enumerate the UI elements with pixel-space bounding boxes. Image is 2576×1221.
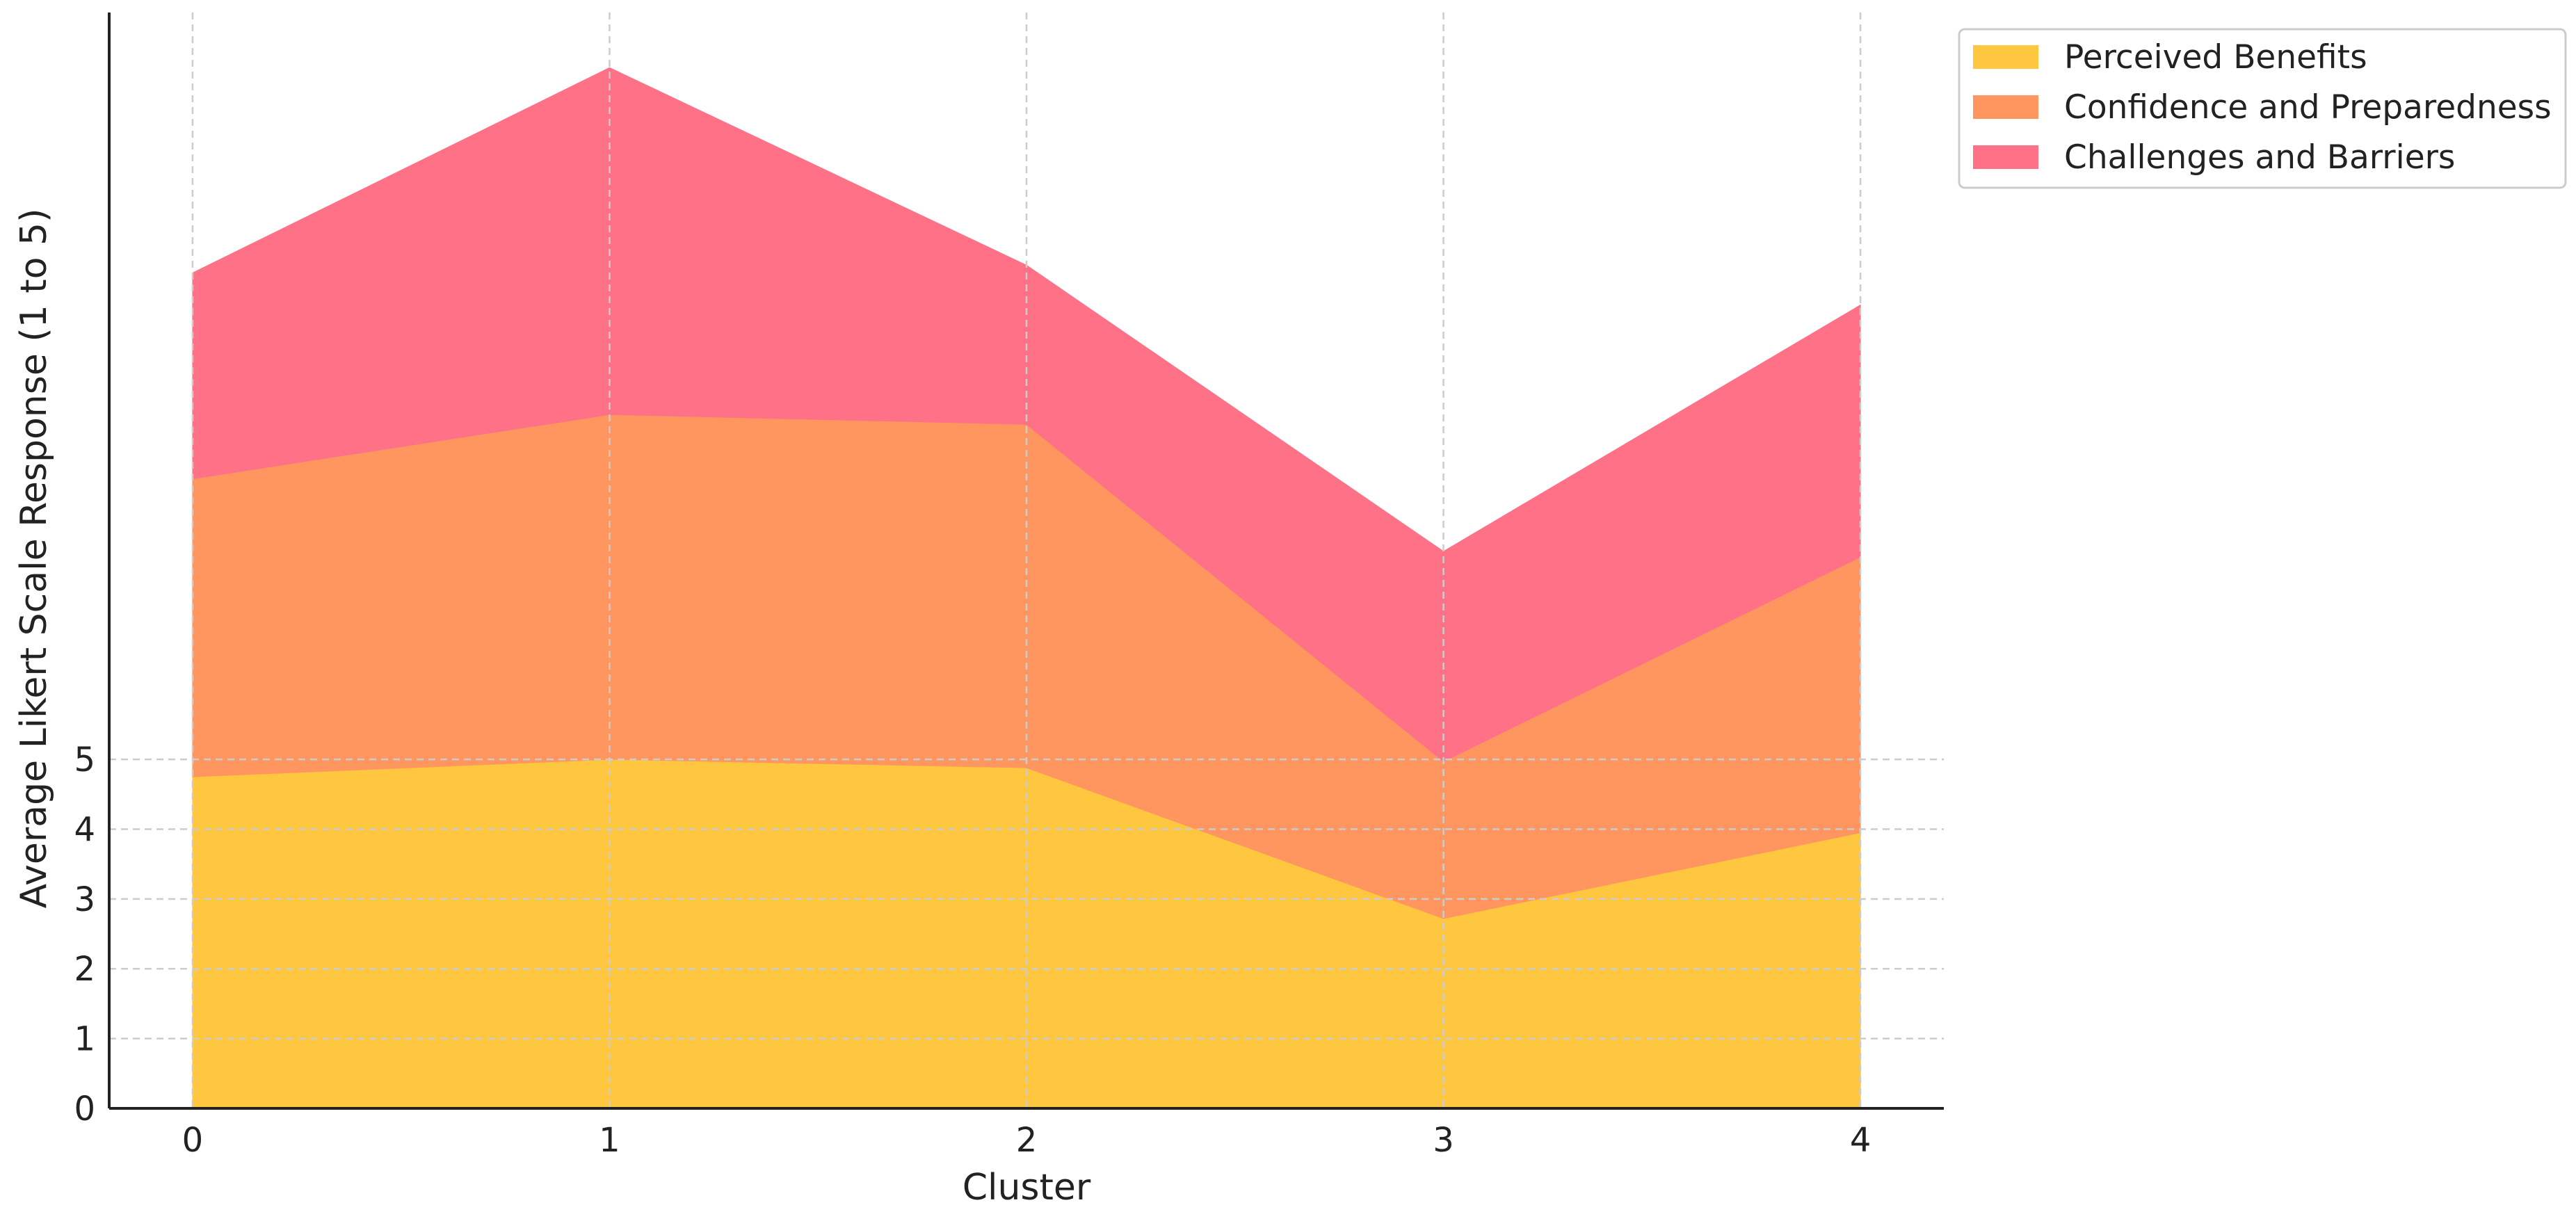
tick-labels: 0 1 2 3 4 0 1 2 3 4 5: [74, 741, 1871, 1160]
y-axis-title: Average Likert Scale Response (1 to 5): [13, 209, 55, 909]
legend-label: Confidence and Preparedness: [2064, 88, 2552, 127]
legend-swatch: [1973, 145, 2038, 169]
y-tick-label: 0: [74, 1090, 95, 1129]
legend-items: Perceived Benefits Confidence and Prepare…: [1973, 38, 2552, 177]
y-tick-label: 3: [74, 880, 95, 919]
legend-label: Challenges and Barriers: [2064, 138, 2455, 177]
legend-swatch: [1973, 95, 2038, 119]
x-tick-label: 0: [182, 1121, 204, 1160]
x-tick-label: 2: [1016, 1121, 1038, 1160]
y-tick-label: 5: [74, 741, 95, 779]
legend-swatch: [1973, 45, 2038, 69]
legend: Perceived Benefits Confidence and Prepare…: [1958, 28, 2567, 189]
x-tick-label: 4: [1850, 1121, 1871, 1160]
x-axis-title: Cluster: [963, 1167, 1091, 1208]
legend-frame: [1958, 28, 2567, 189]
y-tick-label: 1: [74, 1020, 95, 1059]
y-tick-label: 2: [74, 950, 95, 989]
x-tick-label: 1: [599, 1121, 620, 1160]
axes-layer: [108, 13, 1944, 1110]
grid-layer: [109, 13, 1944, 1108]
x-tick-label: 3: [1433, 1121, 1454, 1160]
y-tick-label: 4: [74, 810, 95, 849]
legend-label: Perceived Benefits: [2064, 38, 2367, 76]
